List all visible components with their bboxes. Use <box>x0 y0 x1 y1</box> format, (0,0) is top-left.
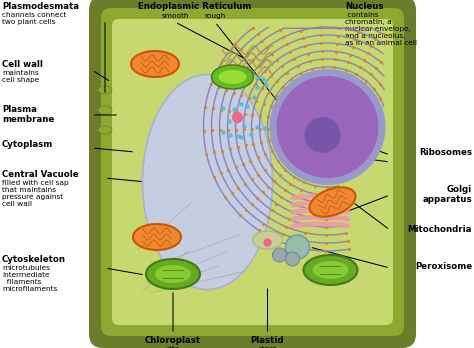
FancyBboxPatch shape <box>101 8 404 336</box>
Ellipse shape <box>312 261 348 279</box>
Text: Ribosomes: Ribosomes <box>419 148 472 157</box>
Text: Cell wall: Cell wall <box>2 60 43 69</box>
Text: Mitochondria: Mitochondria <box>408 225 472 234</box>
Ellipse shape <box>211 65 254 89</box>
Circle shape <box>304 117 340 153</box>
Text: Plastid: Plastid <box>251 336 284 345</box>
Circle shape <box>273 248 286 262</box>
Text: filled with cell sap
that maintains
pressure against
cell wall: filled with cell sap that maintains pres… <box>2 180 69 207</box>
Text: Golgi
apparatus: Golgi apparatus <box>422 185 472 204</box>
Ellipse shape <box>133 224 181 250</box>
Circle shape <box>270 69 385 185</box>
Ellipse shape <box>143 74 273 290</box>
Circle shape <box>285 252 300 266</box>
Ellipse shape <box>303 255 357 285</box>
Text: Cytoskeleton: Cytoskeleton <box>2 255 66 264</box>
Text: maintains
cell shape: maintains cell shape <box>2 70 39 83</box>
Ellipse shape <box>155 265 191 283</box>
Ellipse shape <box>98 86 112 94</box>
Text: Cytoplasm: Cytoplasm <box>2 140 53 149</box>
Text: Nucleus: Nucleus <box>345 2 383 11</box>
Ellipse shape <box>131 51 179 77</box>
Text: Plasmodesmata: Plasmodesmata <box>2 2 79 11</box>
Text: rough: rough <box>204 13 226 19</box>
Text: Central Vacuole: Central Vacuole <box>2 170 79 179</box>
Ellipse shape <box>98 106 112 114</box>
Text: Endoplasmic Reticulum: Endoplasmic Reticulum <box>138 2 252 11</box>
FancyBboxPatch shape <box>112 19 393 325</box>
Ellipse shape <box>219 70 246 84</box>
Ellipse shape <box>98 126 112 134</box>
Text: channels connect
two plant cells: channels connect two plant cells <box>2 12 66 25</box>
Ellipse shape <box>310 187 356 217</box>
Text: store
pigments: store pigments <box>250 346 285 348</box>
Text: Plasma
membrane: Plasma membrane <box>2 105 54 124</box>
Text: contains
chromatin, a
nuclear envelope,
and a nucleolus,
as in an animal cell: contains chromatin, a nuclear envelope, … <box>345 12 417 46</box>
Text: microtubules
intermediate
  filaments
microfilaments: microtubules intermediate filaments micr… <box>2 265 57 292</box>
Text: site
of photosynthesis: site of photosynthesis <box>140 346 206 348</box>
Ellipse shape <box>253 231 283 249</box>
FancyBboxPatch shape <box>89 0 416 348</box>
Ellipse shape <box>146 259 200 289</box>
Text: Chloroplast: Chloroplast <box>145 336 201 345</box>
Text: Peroxisome: Peroxisome <box>415 262 472 271</box>
Text: smooth: smooth <box>161 13 189 19</box>
Circle shape <box>285 235 310 259</box>
Circle shape <box>275 75 380 179</box>
